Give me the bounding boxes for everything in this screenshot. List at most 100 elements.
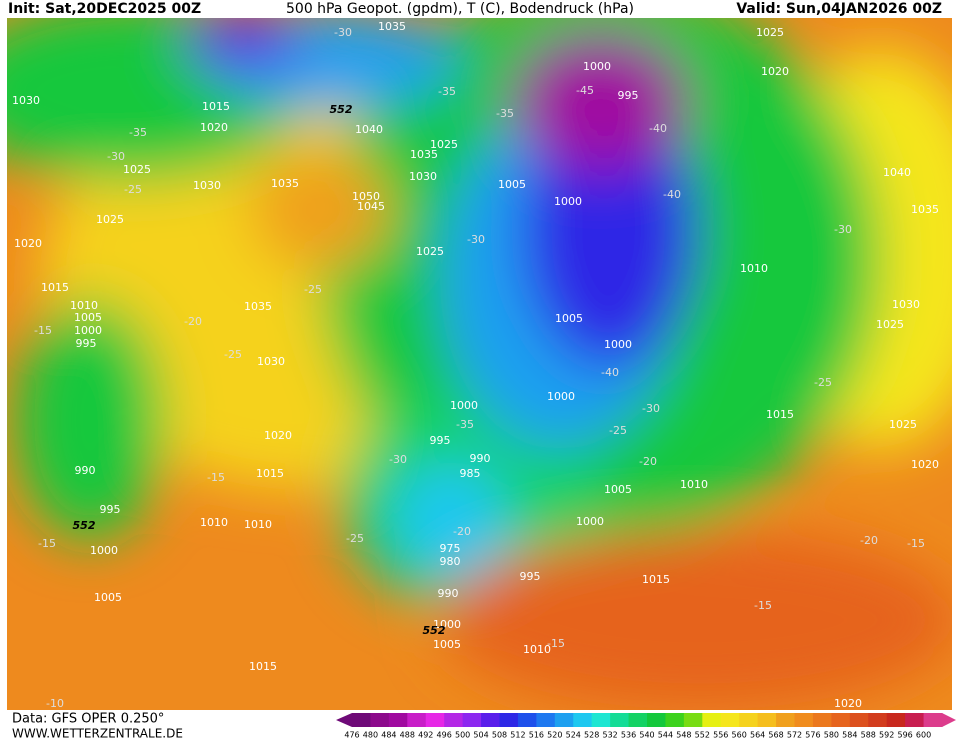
colorbar-segment [499, 713, 519, 727]
colorbar-segment [923, 713, 943, 727]
isobar-label: 1020 [911, 458, 939, 471]
isobar-label: 1035 [911, 203, 939, 216]
isotherm-label: -30 [467, 233, 485, 246]
colorbar-label: 556 [713, 731, 728, 740]
colorbar-segment [628, 713, 648, 727]
colorbar-segment [665, 713, 685, 727]
isobar-label: 1010 [200, 516, 228, 529]
colorbar-label: 592 [879, 731, 894, 740]
isobar-label: 1005 [94, 591, 122, 604]
isotherm-label: -35 [496, 107, 514, 120]
colorbar-label: 580 [824, 731, 839, 740]
isobar-label: 1045 [357, 200, 385, 213]
isobar-label: 1000 [433, 618, 461, 631]
isobar-label: 1020 [264, 429, 292, 442]
isobar-label: 1040 [883, 166, 911, 179]
isobar-label: 995 [430, 434, 451, 447]
isobar-label: 1000 [576, 515, 604, 528]
colorbar-segment [776, 713, 795, 727]
isotherm-label: -25 [304, 283, 322, 296]
isotherm-label: -15 [207, 471, 225, 484]
colorbar-segment [388, 713, 408, 727]
isobar-label: 1000 [583, 60, 611, 73]
isobar-label: 1010 [70, 299, 98, 312]
isotherm-label: -30 [107, 150, 125, 163]
isobar-label: 1010 [244, 518, 272, 531]
isobar-label: 1025 [756, 26, 784, 39]
valid-time: Valid: Sun,04JAN2026 00Z [736, 1, 942, 17]
website: WWW.WETTERZENTRALE.DE [12, 727, 183, 741]
isotherm-label: -35 [456, 418, 474, 431]
data-source: Data: GFS OPER 0.250° [12, 712, 164, 727]
colorbar-label: 512 [510, 731, 525, 740]
isobar-label: 1000 [554, 195, 582, 208]
colorbar-label: 536 [621, 731, 636, 740]
isotherm-label: -40 [649, 122, 667, 135]
height-label: 552 [330, 103, 353, 116]
colorbar-label: 520 [547, 731, 562, 740]
isobar-label: 1035 [410, 148, 438, 161]
isobar-label: 1025 [416, 245, 444, 258]
isotherm-label: -15 [907, 537, 925, 550]
colorbar-label: 588 [861, 731, 876, 740]
isotherm-label: -35 [438, 85, 456, 98]
isobar-label: 1035 [244, 300, 272, 313]
isobar-label: 1025 [876, 318, 904, 331]
isobar-label: 1050 [352, 190, 380, 203]
isotherm-label: -20 [639, 455, 657, 468]
isobar-label: 1035 [378, 20, 406, 33]
isobar-label: 1020 [761, 65, 789, 78]
init-time: Init: Sat,20DEC2025 00Z [8, 1, 201, 17]
colorbar-segment [573, 713, 593, 727]
isotherm-label: -20 [860, 534, 878, 547]
colorbar-segment [591, 713, 611, 727]
isobar-label: 1010 [523, 643, 551, 656]
colorbar-segment [849, 713, 869, 727]
colorbar-label: 540 [639, 731, 654, 740]
isotherm-label: -40 [601, 366, 619, 379]
colorbar-label: 500 [455, 731, 470, 740]
isobar-label: 1030 [193, 179, 221, 192]
isobar-label: 990 [470, 452, 491, 465]
colorbar-segment [757, 713, 777, 727]
isobar-label: 1035 [271, 177, 299, 190]
isobar-label: 1025 [430, 138, 458, 151]
isobar-label: 995 [520, 570, 541, 583]
colorbar-segment [683, 713, 703, 727]
isotherm-label: -35 [129, 126, 147, 139]
isobar-label: 1015 [256, 467, 284, 480]
colorbar-segment [352, 713, 371, 727]
map-title: 500 hPa Geopot. (gpdm), T (C), Bodendruc… [286, 1, 634, 17]
isobar-label: 1005 [555, 312, 583, 325]
colorbar-label: 576 [805, 731, 820, 740]
colorbar-label: 516 [529, 731, 544, 740]
isotherm-label: -30 [334, 26, 352, 39]
colorbar-segment [812, 713, 832, 727]
colorbar-label: 552 [695, 731, 710, 740]
isobar-label: 1015 [766, 408, 794, 421]
isotherm-label: -40 [663, 188, 681, 201]
colorbar-segment [481, 713, 500, 727]
colorbar-label: 600 [916, 731, 931, 740]
isobar-label: 1000 [604, 338, 632, 351]
isobar-label: 1030 [892, 298, 920, 311]
height-label: 552 [73, 519, 96, 532]
colorbar-label: 508 [492, 731, 507, 740]
colorbar-segment [462, 713, 482, 727]
colorbar-label: 476 [344, 731, 359, 740]
isobar-label: 1025 [96, 213, 124, 226]
colorbar-segment [610, 713, 630, 727]
isobar-label: 1030 [257, 355, 285, 368]
colorbar-arrow-low [336, 713, 352, 727]
colorbar-label: 484 [381, 731, 396, 740]
isobar-label: 1020 [834, 697, 862, 710]
isobar-label: 1000 [74, 324, 102, 337]
colorbar-segment [739, 713, 759, 727]
isobar-label: 1025 [889, 418, 917, 431]
isotherm-label: -30 [389, 453, 407, 466]
colorbar-segment [407, 713, 427, 727]
isobar-label: 1005 [604, 483, 632, 496]
colorbar-segment [536, 713, 556, 727]
colorbar-label: 560 [732, 731, 747, 740]
